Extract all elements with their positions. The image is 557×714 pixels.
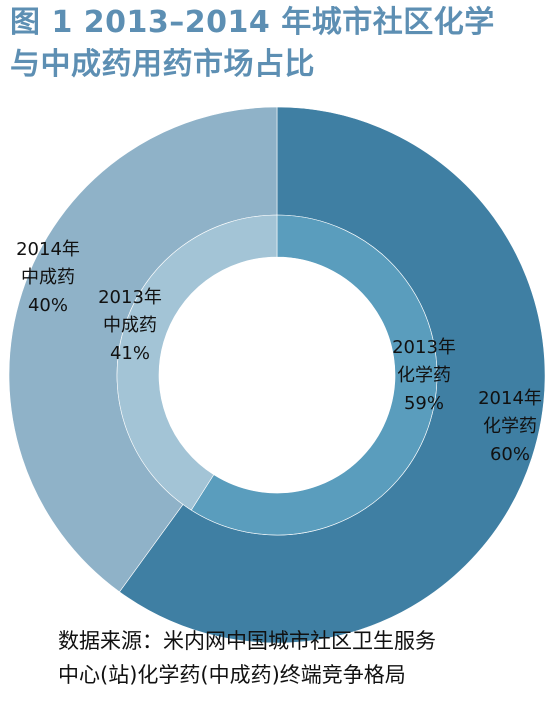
donut-hole: [159, 257, 395, 493]
donut-slices: [8, 106, 546, 644]
slice-label-line: 41%: [110, 343, 150, 364]
slice-label-line: 中成药: [103, 315, 157, 336]
chart-title-line-2: 与中成药用药市场占比: [10, 47, 315, 82]
slice-label-line: 中成药: [21, 267, 75, 288]
slice-label-0-0: 2014年化学药 60%: [478, 388, 542, 465]
data-source-line-2: 中心(站)化学药(中成药)终端竞争格局: [58, 663, 406, 687]
slice-label-0-1: 2014年中成药 40%: [16, 239, 80, 316]
slice-label-line: 化学药: [483, 416, 537, 437]
slice-label-line: 化学药: [397, 365, 451, 386]
slice-label-line: 2013年: [98, 287, 162, 308]
data-source-line-1: 数据来源：米内网中国城市社区卫生服务: [58, 629, 436, 653]
slice-label-line: 2014年: [16, 239, 80, 260]
slice-label-line: 40%: [28, 295, 68, 316]
data-source-note: 数据来源：米内网中国城市社区卫生服务 中心(站)化学药(中成药)终端竞争格局: [58, 624, 538, 692]
slice-label-line: 2013年: [392, 337, 456, 358]
slice-label-1-0: 2013年化学药 59%: [392, 337, 456, 414]
slice-label-line: 60%: [490, 444, 530, 465]
chart-title-line-1: 图 1 2013–2014 年城市社区化学: [10, 5, 495, 40]
slice-label-1-1: 2013年中成药 41%: [98, 287, 162, 364]
slice-label-line: 59%: [404, 393, 444, 414]
slice-label-line: 2014年: [478, 388, 542, 409]
chart-title: 图 1 2013–2014 年城市社区化学 与中成药用药市场占比: [10, 2, 550, 86]
donut-labels: 2014年化学药 60%2014年中成药 40%2013年化学药 59%2013年中成…: [16, 239, 542, 465]
